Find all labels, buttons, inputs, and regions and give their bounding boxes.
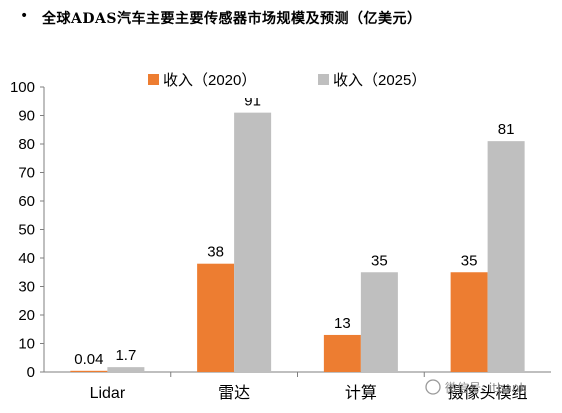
chart-title: 全球ADAS汽车主要主要传感器市场规模及预测（亿美元）: [42, 11, 422, 27]
bar-0-2: [323, 334, 361, 372]
data-label-0-1: 38: [207, 244, 224, 261]
y-tick-label: 60: [18, 193, 35, 210]
legend-swatch-0: [148, 74, 159, 85]
bar-1-1: [234, 112, 272, 373]
data-label-1-2: 35: [371, 252, 388, 269]
watermark: 微信号: itbank: [425, 379, 526, 395]
x-category-label: 摄像头模组: [448, 384, 528, 402]
y-tick-label: 30: [18, 279, 35, 296]
title-bullet: •: [20, 8, 29, 24]
legend-label-1: 收入（2025）: [333, 72, 426, 89]
y-tick-label: 80: [18, 136, 35, 153]
data-label-1-3: 81: [498, 121, 515, 138]
data-label-1-1: 91: [244, 93, 261, 110]
bar-1-2: [360, 272, 398, 372]
y-tick-label: 90: [18, 108, 35, 125]
data-label-0-2: 13: [334, 315, 351, 332]
legend-label-0: 收入（2020）: [163, 72, 256, 89]
bar-0-3: [450, 272, 488, 372]
x-category-label: Lidar: [90, 385, 126, 402]
data-label-0-3: 35: [461, 252, 478, 269]
bar-0-0: [70, 370, 108, 372]
bar-0-1: [197, 263, 235, 372]
y-tick-label: 40: [18, 250, 35, 267]
y-tick-label: 50: [18, 222, 35, 239]
y-tick-label: 100: [10, 79, 35, 96]
data-label-0-0: 0.04: [74, 351, 103, 368]
wechat-icon: [425, 379, 441, 395]
y-tick-label: 10: [18, 336, 35, 353]
legend-swatch-1: [318, 74, 329, 85]
y-tick-label: 70: [18, 165, 35, 182]
x-category-label: 雷达: [218, 384, 250, 402]
data-label-1-0: 1.7: [115, 347, 136, 364]
bar-1-3: [487, 141, 525, 372]
bar-1-0: [107, 367, 145, 372]
x-category-label: 计算: [345, 383, 377, 402]
watermark-text: 微信号: itbank: [445, 381, 526, 395]
y-tick-label: 20: [18, 307, 35, 324]
y-tick-label: 0: [27, 364, 35, 381]
